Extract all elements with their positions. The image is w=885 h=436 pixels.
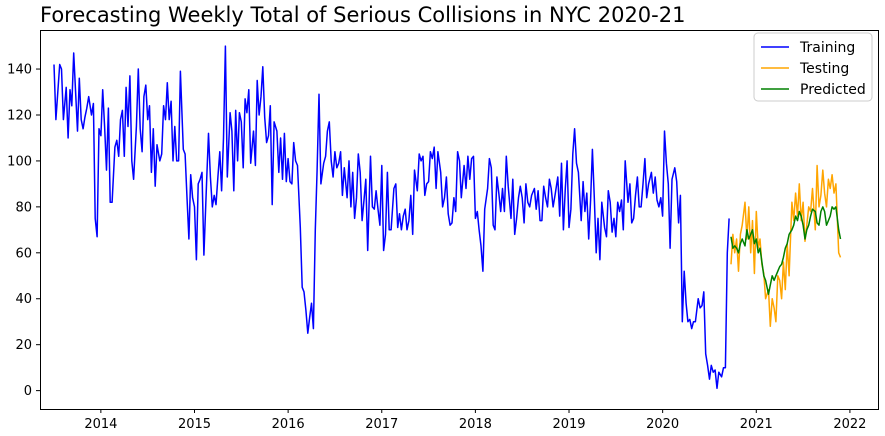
series-line-testing: [730, 164, 842, 328]
y-tick-label: 40: [15, 292, 32, 307]
series-line-training: [53, 45, 730, 390]
y-tick-label: 120: [7, 108, 32, 123]
x-tick-label: 2021: [740, 417, 773, 432]
x-tick-label: 2014: [84, 417, 117, 432]
chart-title: Forecasting Weekly Total of Serious Coll…: [40, 3, 685, 27]
plot-frame: [40, 30, 879, 410]
x-tick-label: 2020: [646, 417, 679, 432]
y-tick-label: 140: [7, 63, 32, 78]
legend: Training Testing Predicted: [753, 32, 873, 102]
series-layer: [53, 45, 842, 390]
x-tick-label: 2017: [365, 417, 398, 432]
x-tick-label: 2015: [178, 417, 211, 432]
series-line-predicted: [730, 206, 842, 295]
y-tick-label: 80: [15, 200, 32, 215]
legend-label-training: Training: [799, 40, 855, 56]
x-axis: 2014 2015 2016 2017 2018 2019 2020 2021 2022: [84, 409, 866, 432]
legend-box: [753, 32, 873, 102]
y-axis: 0 20 40 60 80 100 120 140: [7, 63, 40, 399]
x-tick-label: 2016: [272, 417, 305, 432]
y-tick-label: 20: [15, 338, 32, 353]
y-tick-label: 60: [15, 246, 32, 261]
x-tick-label: 2022: [833, 417, 866, 432]
legend-label-testing: Testing: [799, 61, 849, 77]
legend-label-predicted: Predicted: [800, 82, 866, 98]
x-tick-label: 2018: [459, 417, 492, 432]
y-tick-label: 0: [24, 384, 32, 399]
y-tick-label: 100: [7, 154, 32, 169]
x-tick-label: 2019: [552, 417, 585, 432]
